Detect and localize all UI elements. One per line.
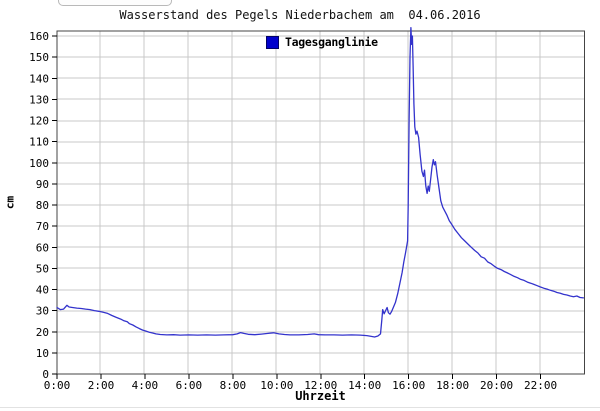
x-tick-label: 0:00: [44, 379, 71, 392]
x-tick-label: 4:00: [132, 379, 159, 392]
chart-title: Wasserstand des Pegels Niederbachem am 0…: [119, 8, 481, 22]
x-tick-label: 12:00: [304, 379, 337, 392]
y-tick-label: 150: [29, 51, 49, 64]
bottom-separator: [0, 407, 600, 408]
x-tick-label: 22:00: [524, 379, 557, 392]
y-tick-label: 60: [36, 241, 49, 254]
x-tick-label: 8:00: [220, 379, 247, 392]
x-tick-label: 6:00: [176, 379, 203, 392]
y-tick-label: 20: [36, 326, 49, 339]
y-tick-label: 50: [36, 262, 49, 275]
y-tick-label: 70: [36, 220, 49, 233]
x-tick-label: 20:00: [480, 379, 513, 392]
y-tick-label: 0: [42, 368, 49, 381]
legend-label: Tagesganglinie: [285, 35, 378, 49]
y-tick-label: 120: [29, 115, 49, 128]
y-tick-label: 160: [29, 30, 49, 43]
x-tick-label: 10:00: [260, 379, 293, 392]
y-tick-label: 80: [36, 199, 49, 212]
y-tick-label: 40: [36, 284, 49, 297]
y-axis-label: cm: [3, 195, 17, 210]
legend-color-icon: [266, 35, 279, 49]
x-tick-label: 14:00: [348, 379, 381, 392]
y-tick-label: 130: [29, 93, 49, 106]
x-tick-label: 2:00: [88, 379, 115, 392]
y-tick-label: 30: [36, 305, 49, 318]
data-line: [56, 26, 585, 338]
y-tick-label: 100: [29, 157, 49, 170]
partial-button[interactable]: [58, 0, 172, 6]
legend: Tagesganglinie: [266, 35, 378, 49]
y-tick-label: 140: [29, 72, 49, 85]
y-tick-label: 10: [36, 347, 49, 360]
y-tick-label: 90: [36, 178, 49, 191]
y-tick-label: 110: [29, 136, 49, 149]
x-tick-label: 18:00: [436, 379, 469, 392]
x-axis-label: Uhrzeit: [295, 389, 346, 403]
plot-border: [56, 30, 585, 375]
x-tick-label: 16:00: [392, 379, 425, 392]
